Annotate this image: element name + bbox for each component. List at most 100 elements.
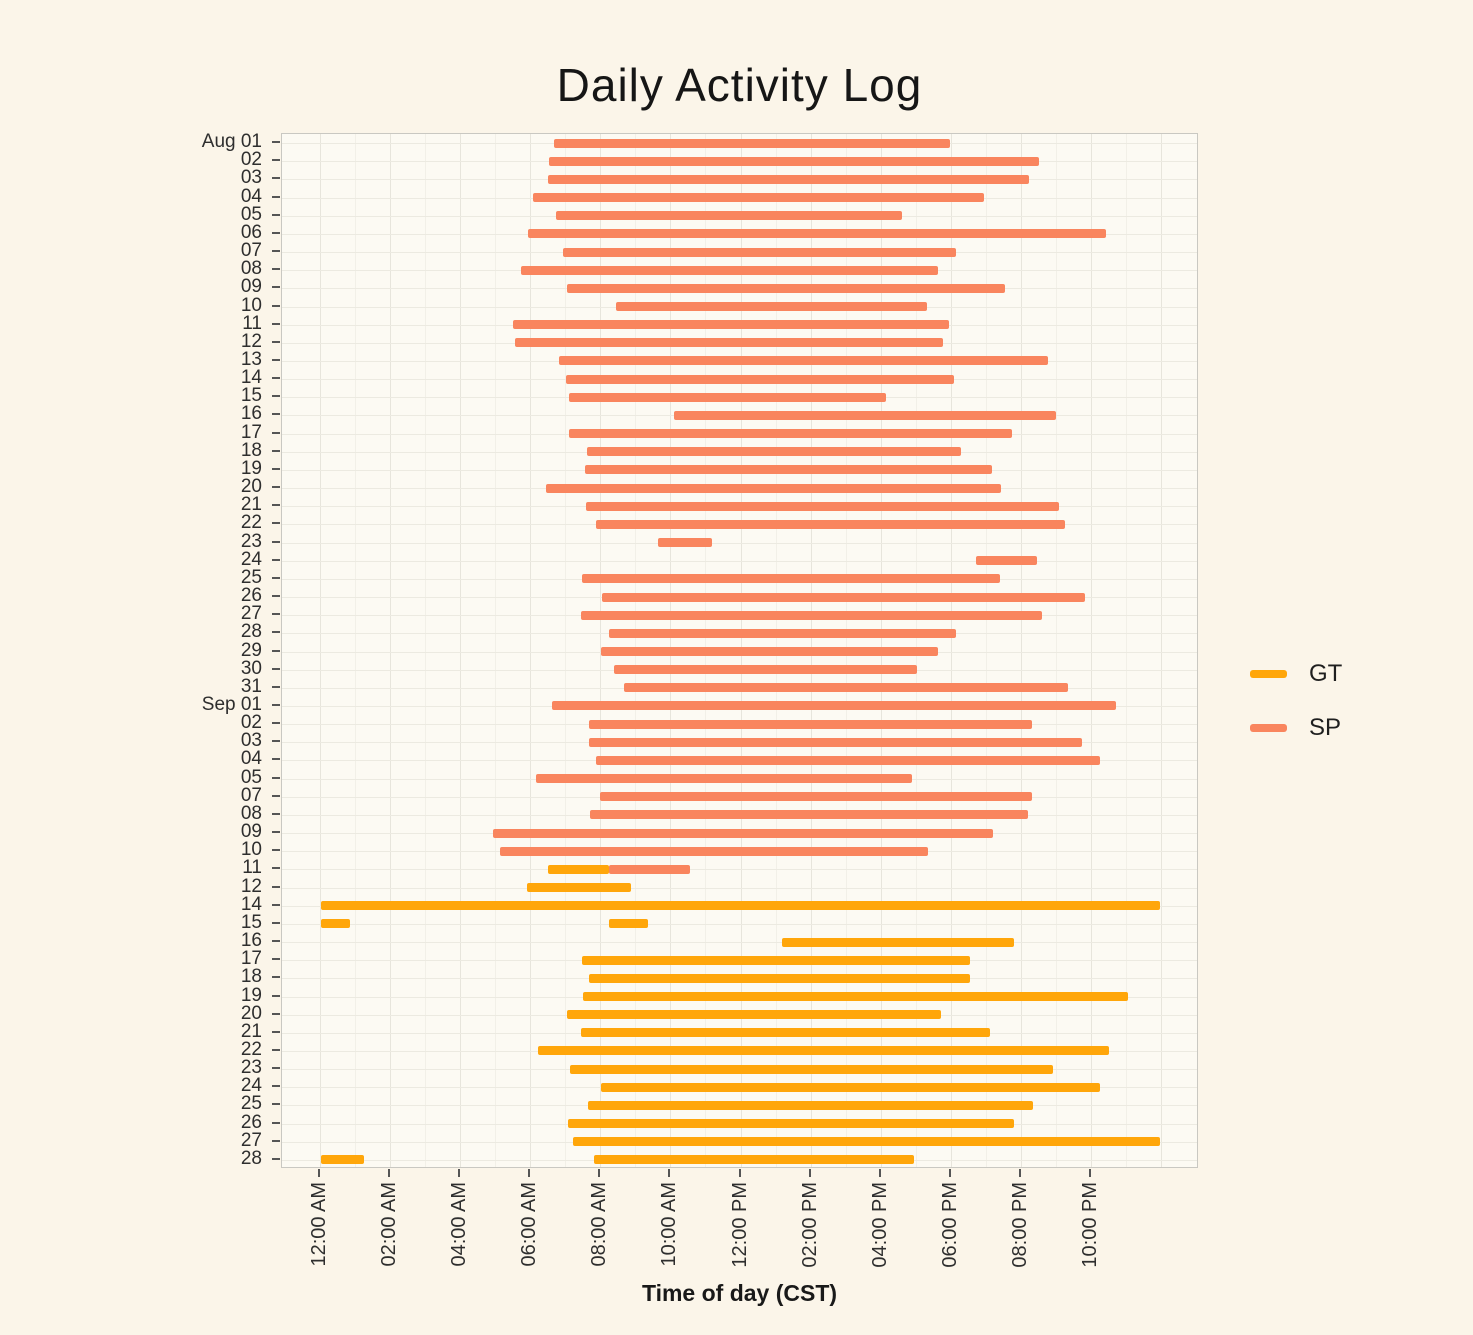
y-axis-tick <box>272 322 280 325</box>
x-axis-tick <box>528 1169 531 1177</box>
x-axis-label: 08:00 PM <box>1008 1182 1031 1268</box>
y-axis-tick <box>272 1103 280 1106</box>
y-axis-tick <box>272 231 280 234</box>
y-axis-tick <box>272 141 280 144</box>
y-axis-label: 31 <box>240 675 262 697</box>
y-axis-tick <box>272 1121 280 1124</box>
y-axis-tick <box>272 849 280 852</box>
y-axis-tick <box>272 449 280 452</box>
activity-bar-sp <box>586 447 962 457</box>
y-axis-label: 20 <box>240 476 262 498</box>
y-axis-tick <box>272 631 280 634</box>
y-axis-label: 23 <box>240 530 262 552</box>
activity-bar-sp <box>673 410 1056 420</box>
major-gridline <box>460 134 462 1167</box>
activity-bar-sp <box>599 792 1033 802</box>
y-axis-label: 06 <box>240 221 262 243</box>
y-axis-label: 27 <box>240 603 262 625</box>
minor-gridline <box>985 134 987 1167</box>
activity-bar-gt <box>320 919 350 929</box>
y-axis-label: 03 <box>240 730 262 752</box>
activity-bar-gt <box>320 1155 364 1165</box>
y-axis-label: 15 <box>240 911 262 933</box>
y-axis-label: 13 <box>240 348 262 370</box>
y-axis-label: 27 <box>240 1129 262 1151</box>
activity-bar-sp <box>532 193 985 203</box>
y-axis-tick <box>272 177 280 180</box>
y-axis-tick <box>272 304 280 307</box>
activity-bar-gt <box>572 1137 1161 1147</box>
activity-bar-sp <box>566 283 1006 293</box>
activity-bar-sp <box>608 628 957 638</box>
activity-bar-gt <box>567 1119 1015 1129</box>
y-axis-tick <box>272 903 280 906</box>
y-axis-label: 03 <box>240 167 262 189</box>
major-gridline <box>389 134 391 1167</box>
y-axis-tick <box>272 595 280 598</box>
activity-bar-sp <box>609 864 691 874</box>
x-axis-label: 12:00 AM <box>307 1182 330 1267</box>
y-axis-label: 24 <box>240 1075 262 1097</box>
y-axis-tick <box>272 486 280 489</box>
y-axis-label: 08 <box>240 802 262 824</box>
activity-bar-gt <box>320 901 1161 911</box>
activity-bar-sp <box>613 665 918 675</box>
y-axis-tick <box>272 1030 280 1033</box>
row-gridline <box>282 542 1197 544</box>
x-axis-tick <box>738 1169 741 1177</box>
x-axis-tick <box>878 1169 881 1177</box>
major-gridline <box>1020 134 1022 1167</box>
y-axis-tick <box>272 522 280 525</box>
y-axis-tick <box>272 1085 280 1088</box>
y-axis-label: 28 <box>240 1147 262 1169</box>
activity-bar-sp <box>492 828 994 838</box>
x-axis-tick <box>948 1169 951 1177</box>
y-axis-label: 23 <box>240 1057 262 1079</box>
y-axis-tick <box>272 195 280 198</box>
major-gridline <box>1161 134 1163 1167</box>
y-axis-label: 17 <box>240 421 262 443</box>
y-axis-label: 12 <box>240 330 262 352</box>
y-axis-label: 19 <box>240 457 262 479</box>
y-axis-label: 20 <box>240 1002 262 1024</box>
y-axis-label: 14 <box>240 893 262 915</box>
y-axis-label: 09 <box>240 276 262 298</box>
y-axis-tick <box>272 976 280 979</box>
activity-bar-gt <box>580 1028 991 1038</box>
y-axis-tick <box>272 758 280 761</box>
y-axis-tick <box>272 413 280 416</box>
y-axis-label: 29 <box>240 639 262 661</box>
x-axis-tick <box>317 1169 320 1177</box>
activity-bar-sp <box>976 556 1038 566</box>
activity-bar-sp <box>624 683 1069 693</box>
y-axis-label: 22 <box>240 1038 262 1060</box>
row-gridline <box>282 560 1197 562</box>
minor-gridline <box>354 134 356 1167</box>
y-axis-label: 02 <box>240 712 262 734</box>
activity-bar-sp <box>499 846 929 856</box>
y-axis-label: 25 <box>240 566 262 588</box>
y-axis-tick <box>272 740 280 743</box>
y-axis-label: 02 <box>240 149 262 171</box>
y-axis-label: 16 <box>240 930 262 952</box>
activity-bar-sp <box>520 265 939 275</box>
legend-entry-gt: GT <box>1250 660 1342 688</box>
activity-bar-sp <box>585 501 1060 511</box>
y-axis-tick <box>272 722 280 725</box>
chart-title: Daily Activity Log <box>556 59 923 111</box>
x-axis-label: 02:00 AM <box>377 1182 400 1267</box>
activity-bar-gt <box>566 1010 942 1020</box>
y-axis-tick <box>272 831 280 834</box>
x-axis-tick <box>458 1169 461 1177</box>
y-axis-tick <box>272 685 280 688</box>
y-axis-label: 07 <box>240 784 262 806</box>
y-axis-label: Aug 01 <box>201 131 262 153</box>
x-axis-label: 08:00 AM <box>588 1182 611 1267</box>
y-axis-label: 21 <box>240 1020 262 1042</box>
y-axis-tick <box>272 250 280 253</box>
activity-bar-sp <box>563 247 957 257</box>
x-axis-tick <box>668 1169 671 1177</box>
y-axis-label: 21 <box>240 494 262 516</box>
x-axis-label: 06:00 PM <box>938 1182 961 1268</box>
